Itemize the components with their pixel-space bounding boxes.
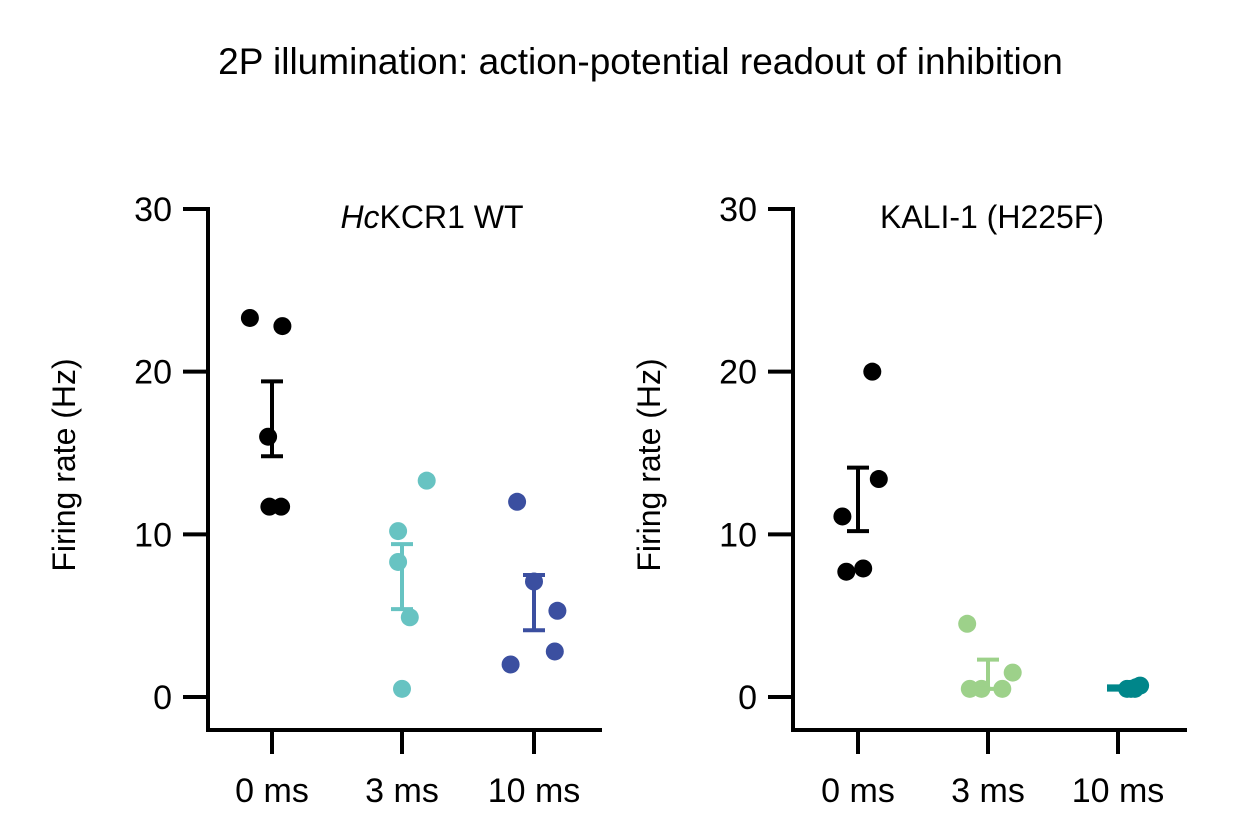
data-point <box>854 559 873 578</box>
y-tick-label: 10 <box>134 516 172 554</box>
group-0ms <box>833 362 888 581</box>
x-tick-label: 10 ms <box>1072 772 1165 810</box>
data-point <box>548 601 567 620</box>
group-10ms <box>501 492 567 674</box>
data-point <box>833 507 852 526</box>
data-point <box>993 679 1012 698</box>
y-axis-label: Firing rate (Hz) <box>46 358 82 571</box>
data-point <box>389 552 408 571</box>
group-3ms <box>958 614 1022 698</box>
data-point <box>958 614 977 633</box>
group-3ms <box>389 471 436 698</box>
y-tick-label: 20 <box>719 354 757 392</box>
x-tick-label: 0 ms <box>235 772 309 810</box>
data-point <box>393 679 411 698</box>
panel-title-text: KCR1 WT <box>380 199 524 235</box>
y-tick-label: 20 <box>134 354 172 392</box>
x-tick-label: 10 ms <box>488 772 581 810</box>
data-point <box>400 608 419 627</box>
data-point <box>389 522 408 541</box>
panel-title-italic: Hc <box>340 199 379 235</box>
x-tick-label: 3 ms <box>365 772 439 810</box>
y-tick-label: 30 <box>719 191 757 229</box>
panel-title: KALI-1 (H225F) <box>880 199 1104 235</box>
data-point <box>272 497 291 516</box>
y-tick-label: 30 <box>134 191 172 229</box>
y-tick-label: 0 <box>738 679 757 717</box>
x-tick-label: 3 ms <box>951 772 1025 810</box>
data-point <box>837 562 856 581</box>
data-point <box>508 492 527 511</box>
y-tick-label: 10 <box>719 516 757 554</box>
data-point <box>1127 678 1146 697</box>
data-point <box>240 308 259 327</box>
data-point <box>1003 663 1022 682</box>
group-0ms <box>240 308 292 516</box>
data-point <box>863 362 882 381</box>
data-point <box>417 471 436 490</box>
data-point <box>273 317 292 336</box>
y-tick-label: 0 <box>153 679 172 717</box>
data-point <box>869 470 888 489</box>
data-point <box>545 642 564 661</box>
figure-title: 2P illumination: action-potential readou… <box>218 41 1063 82</box>
y-axis-label: Firing rate (Hz) <box>631 358 667 571</box>
panel-title: HcKCR1 WT <box>340 199 523 235</box>
panel-kali1-h225f: 0 10 20 30 Firing rate (Hz) KALI-1 (H225F) 0 m… <box>631 191 1187 810</box>
data-point <box>501 655 520 674</box>
data-point <box>259 427 278 446</box>
x-tick-label: 0 ms <box>821 772 895 810</box>
panel-hckcr1-wt: 0 10 20 30 Firing rate (Hz) HcKCR1 WT 0 ms 3 ms… <box>46 191 602 810</box>
group-10ms <box>1107 676 1150 698</box>
panel-title-text: KALI-1 (H225F) <box>880 199 1104 235</box>
